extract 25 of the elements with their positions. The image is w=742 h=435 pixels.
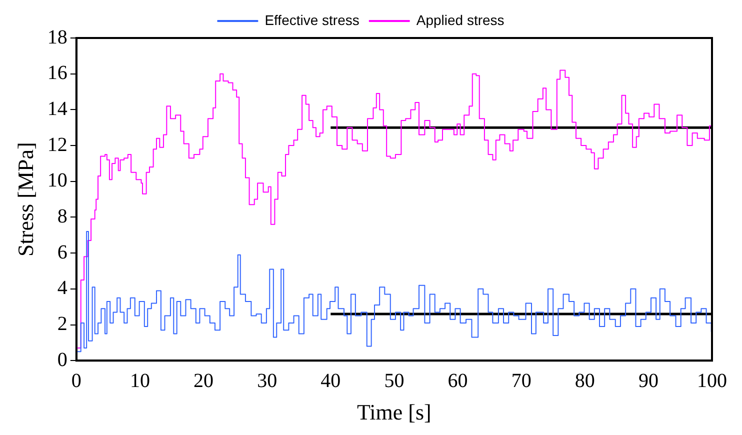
y-tick-label: 6	[57, 241, 68, 264]
y-tick-label: 12	[47, 134, 68, 156]
x-tick-label: 100	[697, 370, 727, 392]
x-tick-label: 40	[320, 370, 341, 392]
x-tick-label: 60	[448, 370, 468, 392]
x-axis-title: Time [s]	[357, 400, 432, 425]
legend-label: Applied stress	[416, 12, 504, 28]
y-tick-label: 10	[47, 170, 68, 192]
y-tick-label: 18	[47, 26, 68, 48]
x-tick-label: 90	[638, 370, 658, 392]
x-tick-label: 0	[71, 370, 82, 392]
y-tick-label: 0	[57, 348, 68, 371]
x-tick-label: 30	[257, 370, 278, 392]
x-tick-label: 10	[130, 370, 150, 392]
y-tick-label: 4	[57, 277, 68, 300]
x-tick-label: 80	[574, 370, 595, 392]
x-tick-label: 20	[194, 370, 214, 392]
x-tick-label: 70	[511, 370, 532, 392]
y-tick-label: 16	[47, 62, 68, 84]
y-axis-title: Stress [MPa]	[12, 142, 38, 256]
y-tick-label: 2	[57, 313, 68, 336]
x-tick-label: 50	[384, 370, 404, 392]
legend-label: Effective stress	[264, 12, 360, 28]
y-tick-label: 8	[57, 205, 68, 228]
y-tick-label: 14	[47, 98, 68, 120]
